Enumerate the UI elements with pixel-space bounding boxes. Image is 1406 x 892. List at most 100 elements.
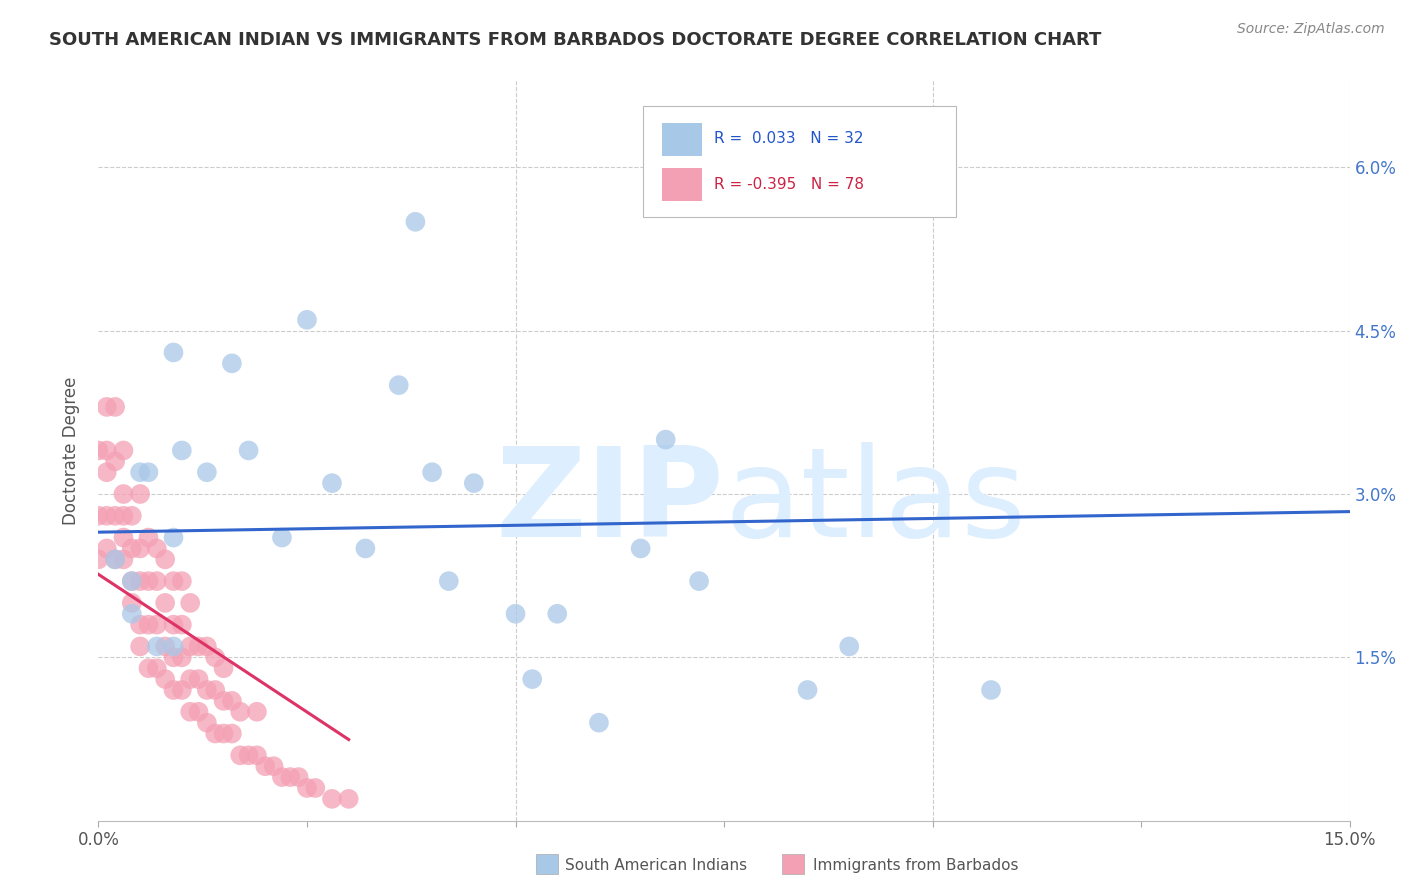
Point [796, 683, 818, 698]
Point [295, 780, 318, 795]
Point [104, 400, 127, 414]
Point [420, 465, 443, 479]
Point [87, 508, 110, 523]
Point [153, 640, 176, 654]
Point [388, 378, 411, 392]
Point [104, 508, 127, 523]
Point [170, 443, 193, 458]
Point [179, 640, 201, 654]
Text: R =  0.033   N = 32: R = 0.033 N = 32 [714, 131, 863, 146]
FancyBboxPatch shape [643, 106, 956, 218]
Point [204, 726, 226, 740]
Point [195, 683, 218, 698]
Point [295, 313, 318, 327]
Point [129, 465, 152, 479]
Point [588, 715, 610, 730]
Point [321, 476, 343, 491]
Point [179, 672, 201, 686]
Point [229, 748, 252, 763]
Point [104, 552, 127, 566]
Point [980, 683, 1002, 698]
Point [121, 596, 143, 610]
Point [138, 531, 160, 545]
Point [522, 672, 544, 686]
Point [121, 508, 143, 523]
Point [87, 443, 110, 458]
Point [263, 759, 285, 773]
Point [437, 574, 460, 588]
Point [271, 770, 294, 784]
Point [463, 476, 485, 491]
Point [129, 574, 152, 588]
Point [170, 574, 193, 588]
Point [112, 508, 135, 523]
Point [238, 443, 260, 458]
Point [104, 454, 127, 468]
Point [505, 607, 527, 621]
Point [195, 465, 218, 479]
Point [112, 443, 135, 458]
Point [96, 465, 118, 479]
Point [304, 780, 326, 795]
Point [162, 683, 184, 698]
Point [129, 617, 152, 632]
Point [354, 541, 377, 556]
Point [96, 508, 118, 523]
Point [195, 640, 218, 654]
Point [138, 617, 160, 632]
Text: SOUTH AMERICAN INDIAN VS IMMIGRANTS FROM BARBADOS DOCTORATE DEGREE CORRELATION C: SOUTH AMERICAN INDIAN VS IMMIGRANTS FROM… [49, 31, 1101, 49]
Point [146, 541, 169, 556]
Text: R = -0.395   N = 78: R = -0.395 N = 78 [714, 177, 865, 192]
Text: Immigrants from Barbados: Immigrants from Barbados [813, 858, 1018, 872]
Point [187, 705, 209, 719]
Point [337, 792, 360, 806]
Point [146, 574, 169, 588]
Point [162, 531, 184, 545]
Point [112, 487, 135, 501]
Point [238, 748, 260, 763]
Point [146, 617, 169, 632]
Point [129, 640, 152, 654]
Point [170, 617, 193, 632]
Point [153, 596, 176, 610]
Point [170, 650, 193, 665]
Y-axis label: Doctorate Degree: Doctorate Degree [62, 376, 80, 524]
Point [146, 640, 169, 654]
Point [153, 552, 176, 566]
Point [654, 433, 676, 447]
Point [121, 574, 143, 588]
Point [838, 640, 860, 654]
Bar [536, 855, 558, 874]
Point [162, 617, 184, 632]
Point [146, 661, 169, 675]
Text: Source: ZipAtlas.com: Source: ZipAtlas.com [1237, 22, 1385, 37]
Bar [782, 855, 804, 874]
Point [162, 345, 184, 359]
Point [271, 531, 294, 545]
Point [246, 748, 269, 763]
Text: atlas: atlas [724, 442, 1026, 563]
Point [187, 640, 209, 654]
Point [187, 672, 209, 686]
Point [246, 705, 269, 719]
Point [630, 541, 652, 556]
Point [221, 726, 243, 740]
Point [138, 661, 160, 675]
Point [229, 705, 252, 719]
Point [287, 770, 309, 784]
Point [112, 531, 135, 545]
Point [96, 400, 118, 414]
Point [96, 541, 118, 556]
Text: South American Indians: South American Indians [565, 858, 748, 872]
Point [404, 215, 426, 229]
Point [121, 607, 143, 621]
Point [129, 541, 152, 556]
Point [688, 574, 710, 588]
Point [212, 726, 235, 740]
Point [162, 574, 184, 588]
Point [129, 487, 152, 501]
Point [179, 705, 201, 719]
Point [278, 770, 301, 784]
Point [221, 694, 243, 708]
Point [162, 650, 184, 665]
